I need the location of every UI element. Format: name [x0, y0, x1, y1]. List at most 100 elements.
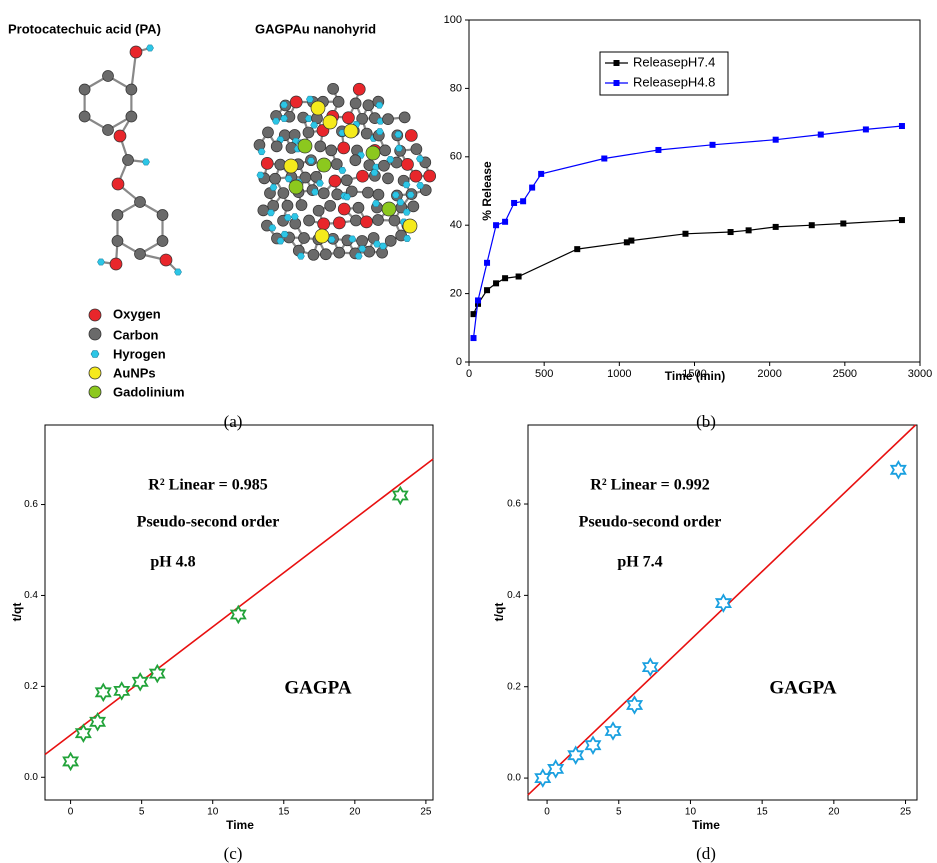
- carbon-atom: [324, 199, 337, 212]
- oxygen-atom: [260, 157, 274, 170]
- data-point: [682, 230, 689, 237]
- legend-marker: [613, 60, 620, 66]
- x-tick-label: 2500: [833, 368, 857, 380]
- data-point: [745, 227, 752, 234]
- data-point: [113, 681, 131, 701]
- legend-label: Hyrogen: [113, 346, 166, 361]
- annotation: R² Linear = 0.985: [148, 477, 267, 494]
- hydrogen-atom: [406, 191, 415, 199]
- hydrogen-atom: [370, 169, 379, 177]
- carbon-atom: [410, 143, 423, 155]
- hydrogen-atom: [373, 240, 381, 248]
- hydrogen-atom: [283, 214, 292, 221]
- y-axis-label: t/qt: [492, 603, 506, 622]
- oxygen-atom: [404, 129, 418, 142]
- hydrogen-atom: [402, 208, 411, 216]
- data-point: [604, 721, 622, 741]
- oxygen-atom: [337, 141, 351, 155]
- annotation: GAGPA: [284, 677, 351, 698]
- carbon-atom: [331, 188, 344, 201]
- carbon-atom: [350, 214, 362, 227]
- annotation: pH 4.8: [150, 554, 195, 571]
- data-point: [475, 297, 482, 304]
- carbon-atom: [362, 186, 374, 199]
- hydrogen-atom: [391, 191, 400, 199]
- y-tick-label: 0.2: [24, 681, 38, 692]
- legend-label: Carbon: [113, 327, 159, 342]
- carbon-atom: [102, 70, 114, 82]
- x-tick-label: 2000: [757, 368, 781, 380]
- x-tick-label: 25: [420, 807, 432, 818]
- series-line: [472, 125, 903, 339]
- hydrogen-atom: [316, 179, 324, 187]
- data-point: [567, 745, 585, 766]
- carbon-atom: [382, 113, 394, 125]
- x-tick-label: 500: [535, 368, 553, 380]
- oxygen-atom: [401, 158, 414, 171]
- data-point: [89, 711, 107, 732]
- hydrogen-atom: [306, 95, 314, 103]
- panel-caption: (b): [696, 412, 716, 431]
- y-tick-label: 0.4: [24, 590, 38, 601]
- oxygen-atom: [352, 82, 366, 96]
- y-tick-label: 40: [450, 219, 462, 231]
- oxygen-atom: [317, 217, 330, 231]
- x-tick-label: 25: [900, 807, 912, 818]
- data-point: [655, 146, 662, 153]
- hydrogen-atom: [343, 193, 351, 201]
- gadolinium-atom: [381, 201, 397, 217]
- data-point: [889, 459, 907, 480]
- hydrogen-atom: [310, 121, 318, 129]
- carbon-atom: [352, 201, 365, 214]
- hydrogen-atom: [379, 242, 387, 250]
- x-tick-label: 1500: [682, 368, 706, 380]
- data-point: [493, 222, 500, 229]
- hydrogen-atom: [396, 198, 405, 206]
- gold-particle: [402, 218, 418, 234]
- carbon-atom: [332, 95, 345, 108]
- carbon-atom: [122, 154, 134, 166]
- annotation: GAGPA: [769, 677, 836, 698]
- hydrogen-atom: [268, 224, 277, 232]
- x-tick-label: 0: [68, 807, 74, 818]
- gold-particle: [322, 114, 338, 130]
- data-point: [515, 273, 522, 280]
- oxygen-atom: [342, 111, 355, 125]
- x-tick-label: 10: [685, 807, 697, 818]
- data-point: [626, 695, 644, 715]
- data-point: [131, 671, 149, 692]
- data-point: [520, 198, 527, 205]
- annotation: R² Linear = 0.992: [590, 477, 709, 494]
- data-point: [623, 239, 630, 246]
- carbon-atom: [295, 199, 308, 211]
- oxygen-atom: [109, 257, 123, 271]
- hydrogen-atom: [269, 183, 278, 191]
- legend-box: [599, 51, 729, 96]
- carbon-atom: [372, 214, 384, 226]
- annotation: Pseudo-second order: [137, 514, 280, 531]
- hydrogen-atom: [372, 200, 380, 207]
- legend-label: ReleasepH7.4: [633, 54, 715, 69]
- carbon-atom: [360, 127, 373, 140]
- hydrogen-atom: [174, 268, 182, 276]
- carbon-atom: [156, 235, 169, 247]
- x-tick-label: 20: [828, 807, 840, 818]
- x-axis-label: Time: [692, 818, 720, 832]
- x-tick-label: 0: [544, 807, 550, 818]
- gold-particle: [314, 228, 330, 244]
- legend-swatch: [88, 366, 102, 380]
- data-point: [584, 735, 602, 756]
- legend-swatch: [88, 327, 102, 341]
- gadolinium-atom: [316, 157, 332, 173]
- data-point: [574, 246, 581, 253]
- y-tick-label: 0.6: [507, 499, 521, 510]
- hydrogen-atom: [280, 230, 289, 238]
- data-point: [898, 123, 905, 130]
- data-point: [898, 217, 905, 224]
- panel-caption: (d): [696, 844, 716, 863]
- carbon-atom: [319, 248, 332, 261]
- carbon-atom: [382, 172, 394, 185]
- carbon-atom: [398, 111, 411, 124]
- x-tick-label: 5: [139, 807, 145, 818]
- y-tick-label: 0: [456, 356, 462, 368]
